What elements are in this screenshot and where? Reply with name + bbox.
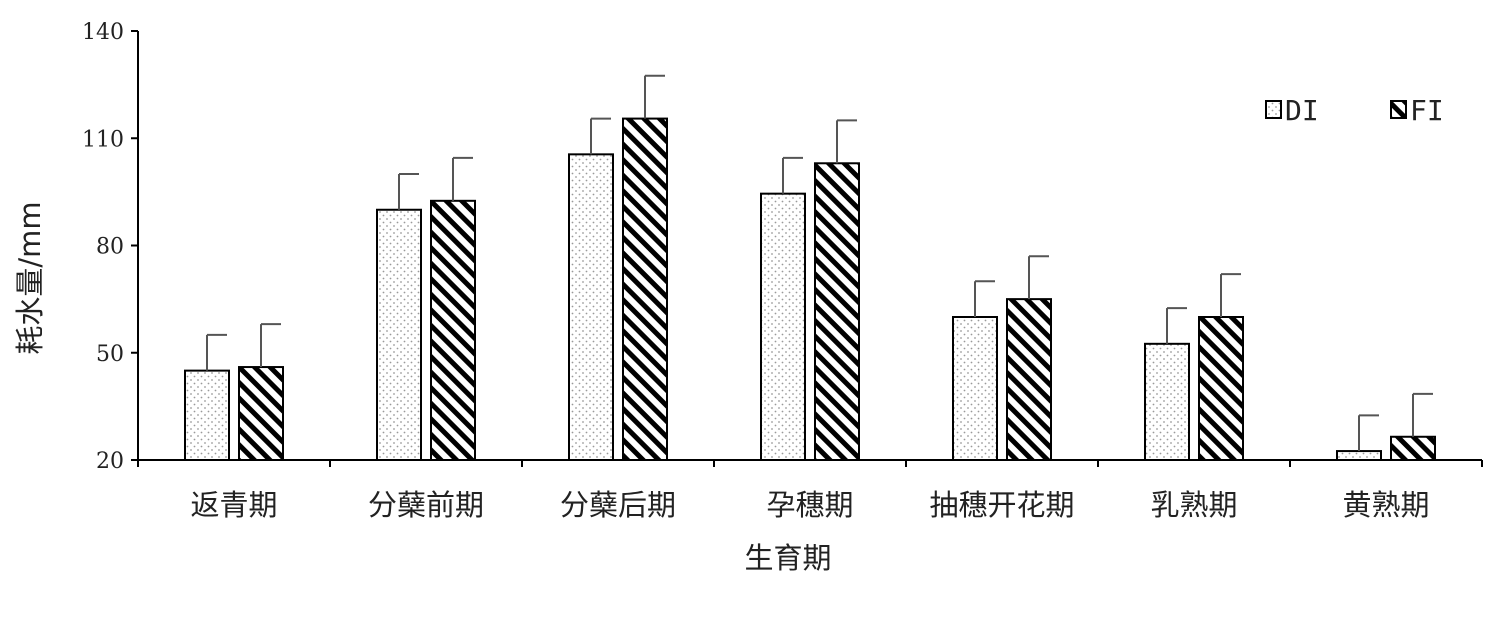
bar-fi-3	[814, 162, 860, 461]
category-label: 返青期	[190, 488, 277, 522]
category-label: 乳熟期	[1150, 488, 1237, 522]
legend-label-fi: FI	[1410, 94, 1444, 127]
error-bars	[206, 74, 1433, 452]
category-label: 分蘖后期	[560, 488, 676, 522]
bar-fi-1	[430, 199, 476, 461]
bar-fi-5	[1198, 316, 1244, 461]
legend: DI FI	[1265, 94, 1444, 127]
bars	[184, 117, 1436, 462]
legend-swatch-fi	[1390, 100, 1407, 119]
y-tick-label: 80	[96, 235, 124, 260]
bar-di-5	[1144, 342, 1190, 461]
bar-fi-6	[1390, 435, 1436, 462]
bar-di-6	[1336, 450, 1382, 461]
x-axis-title: 生育期	[744, 541, 831, 575]
y-axis-title: 耗水量/mm	[13, 201, 47, 354]
y-tick-label: 20	[96, 449, 124, 474]
bar-di-4	[952, 316, 998, 461]
x-axis	[137, 459, 1483, 467]
bar-di-1	[376, 208, 422, 461]
bar-fi-0	[238, 366, 284, 461]
bar-di-3	[760, 192, 806, 461]
bar-fi-2	[622, 117, 668, 462]
category-label: 抽穗开花期	[929, 488, 1074, 522]
category-label: 分蘖前期	[368, 488, 484, 522]
bar-di-0	[184, 369, 230, 461]
y-tick-label: 140	[82, 20, 124, 45]
y-tick-label: 50	[96, 342, 124, 367]
y-tick-label: 110	[82, 127, 124, 152]
legend-label-di: DI	[1285, 94, 1319, 127]
bar-fi-4	[1006, 298, 1052, 461]
category-label: 黄熟期	[1342, 488, 1429, 522]
category-label: 孕穗期	[766, 488, 853, 522]
category-labels: 返青期 分蘖前期 分蘖后期 孕穗期 抽穗开花期 乳熟期 黄熟期	[190, 488, 1429, 522]
bar-di-2	[568, 153, 614, 461]
legend-swatch-di	[1265, 100, 1282, 119]
y-axis: 20 50 80 110 140	[82, 20, 139, 474]
